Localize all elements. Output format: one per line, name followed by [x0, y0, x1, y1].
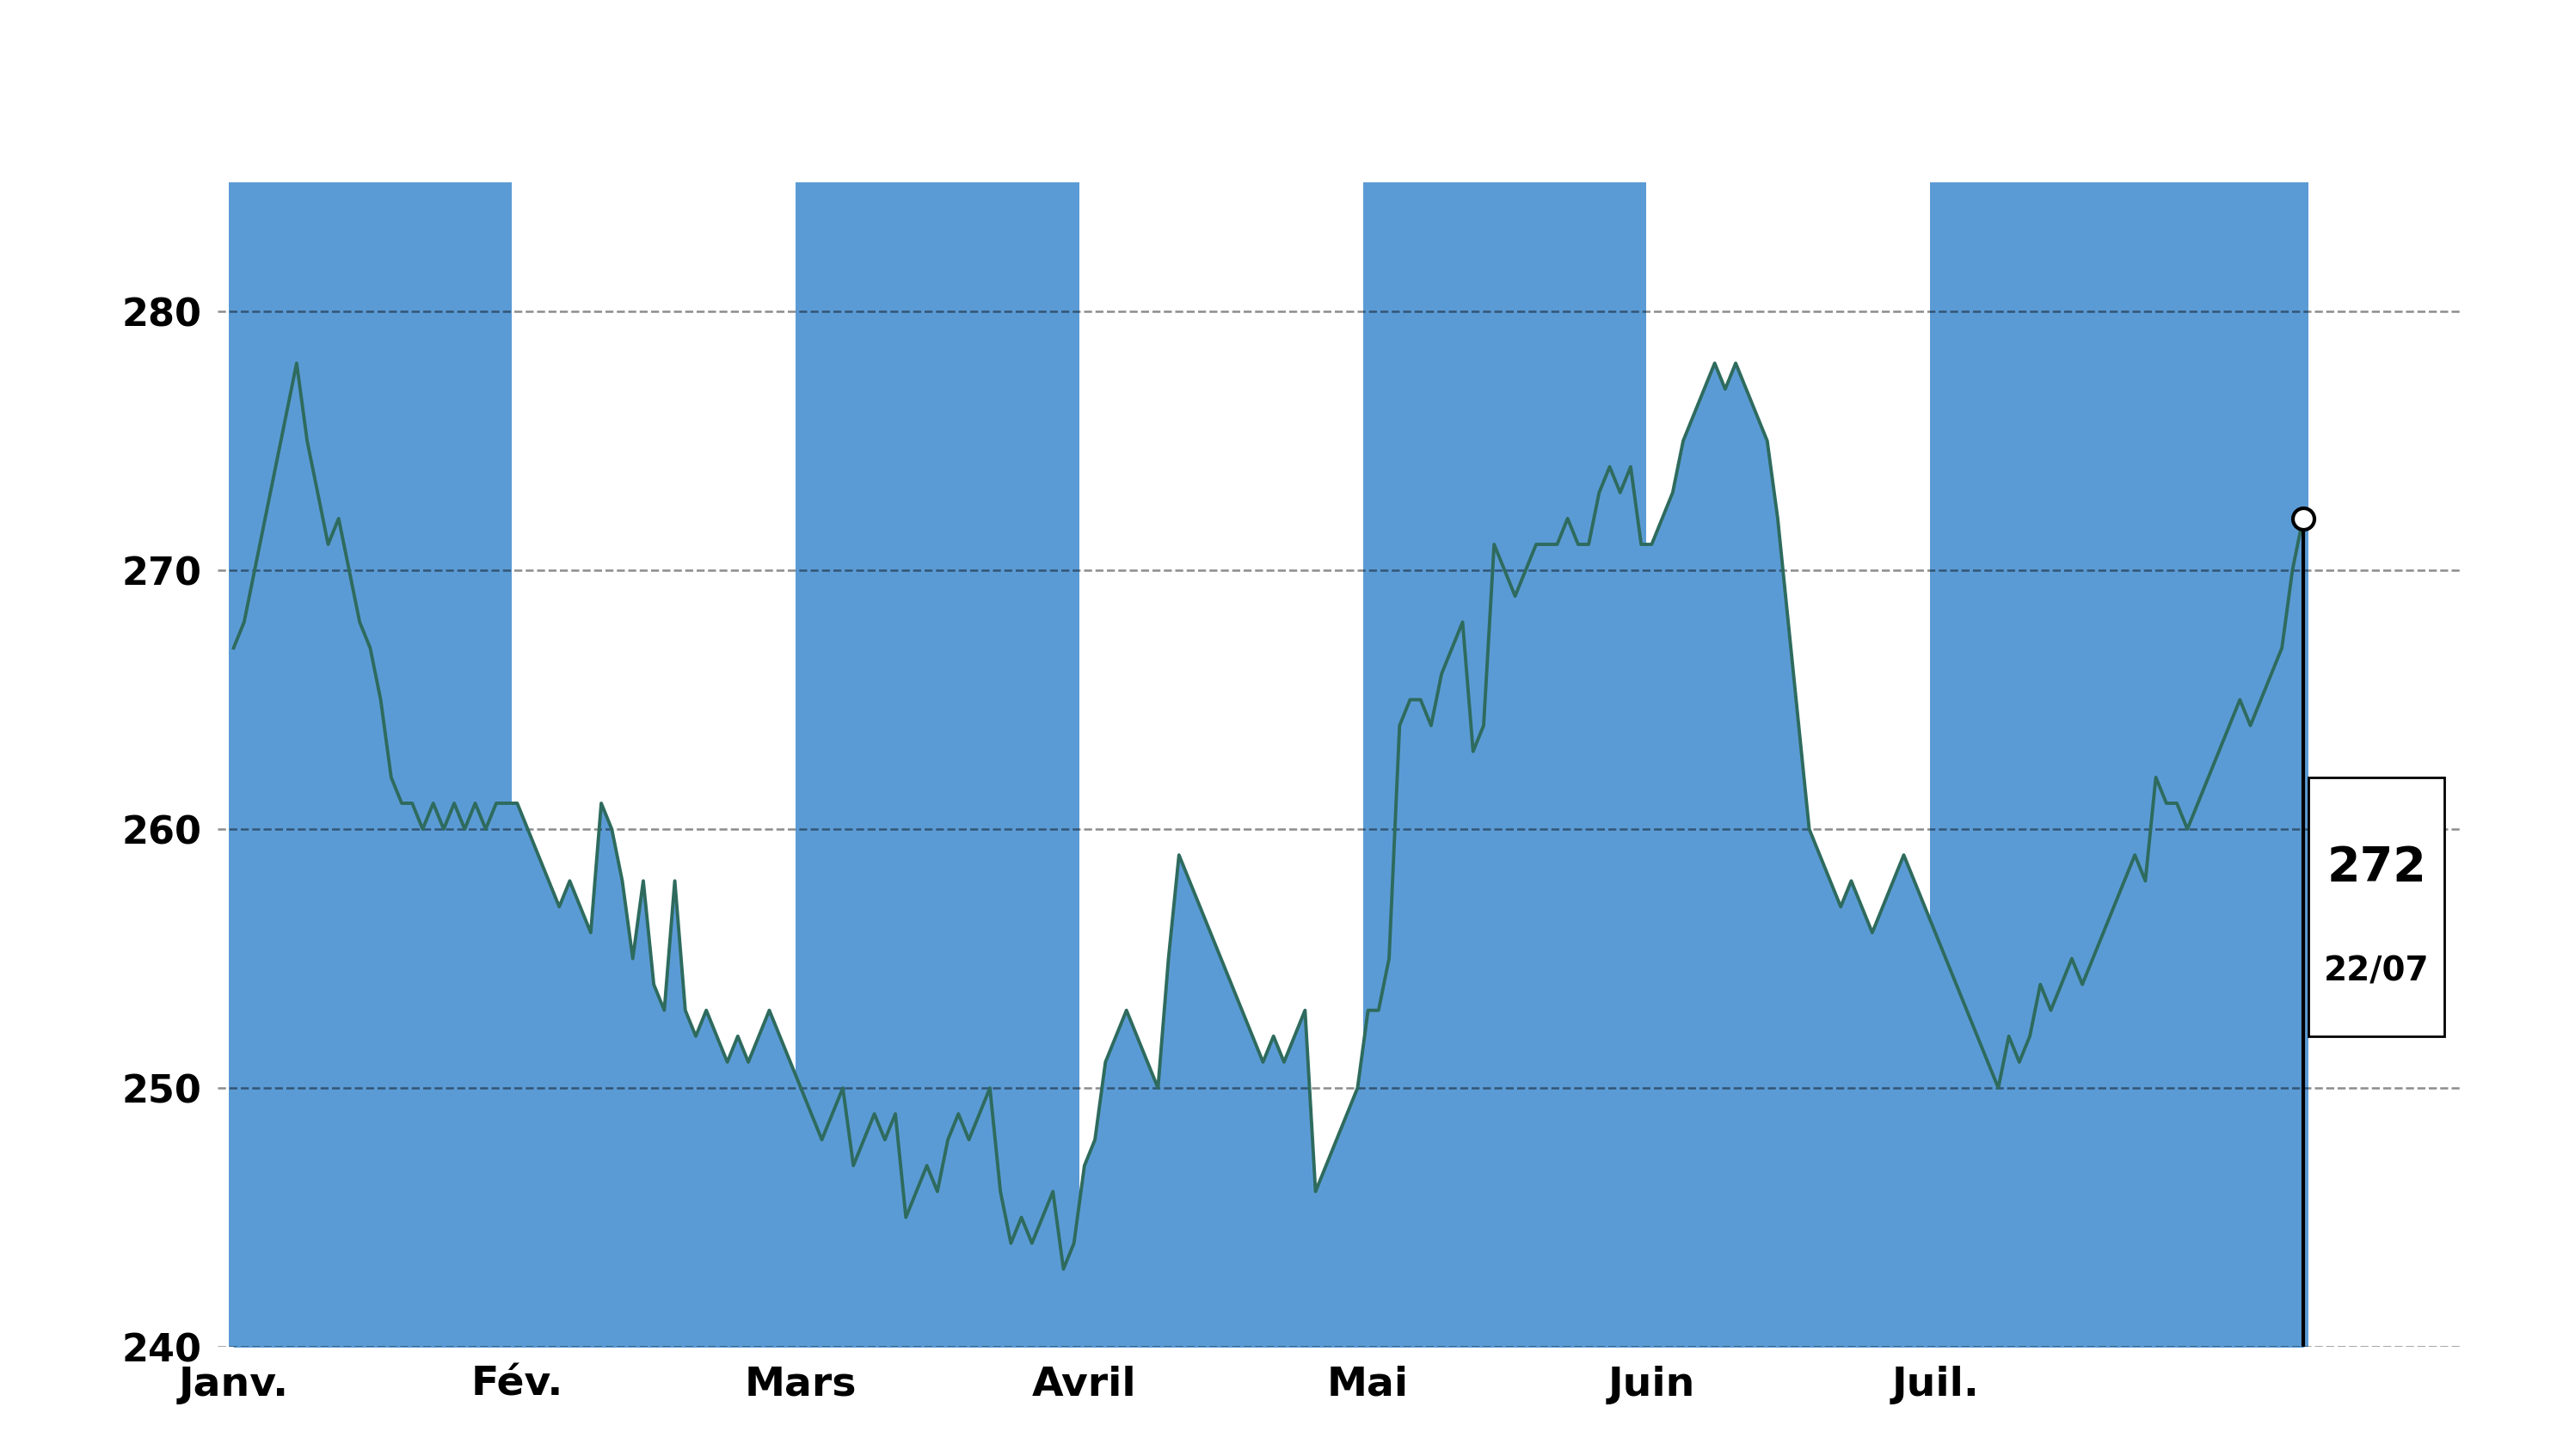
Bar — [795, 182, 1079, 1347]
Text: 22/07: 22/07 — [2325, 955, 2430, 987]
Bar — [795, 182, 1079, 1347]
Bar — [228, 182, 513, 1347]
Bar — [228, 182, 513, 1347]
Bar — [1930, 182, 2309, 1347]
Bar — [1364, 182, 1645, 1347]
Text: CIE BOIS SAUVAGE: CIE BOIS SAUVAGE — [782, 38, 1781, 130]
Bar — [1930, 182, 2309, 1347]
Bar — [1364, 182, 1645, 1347]
Bar — [2309, 778, 2445, 1037]
Text: 272: 272 — [2327, 844, 2427, 891]
